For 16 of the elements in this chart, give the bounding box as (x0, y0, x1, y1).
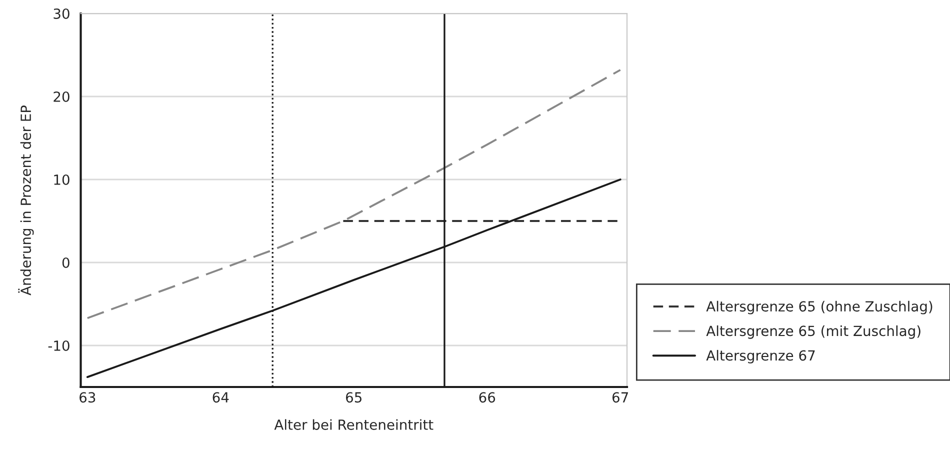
y-tick-label: 20 (54, 91, 70, 102)
y-tick-label: 0 (62, 257, 70, 268)
y-tick-label: 10 (54, 174, 70, 185)
y-axis-title: Änderung in Prozent der EP (18, 105, 34, 296)
x-axis-title: Alter bei Renteneintritt (274, 419, 434, 430)
y-tick-label: 30 (54, 8, 70, 19)
x-tick-label: 67 (612, 392, 628, 403)
line-series (86, 68, 622, 320)
x-tick-label: 64 (212, 392, 229, 403)
legend-label: Altersgrenze 65 (ohne Zuschlag) (706, 300, 932, 314)
legend-label: Altersgrenze 67 (706, 350, 815, 364)
legend-label: Altersgrenze 65 (mit Zuschlag) (706, 325, 920, 339)
y-tick-label: -10 (48, 340, 70, 351)
x-tick-label: 63 (80, 392, 96, 403)
x-tick-label: 65 (346, 392, 362, 403)
x-tick-label: 66 (479, 392, 496, 403)
